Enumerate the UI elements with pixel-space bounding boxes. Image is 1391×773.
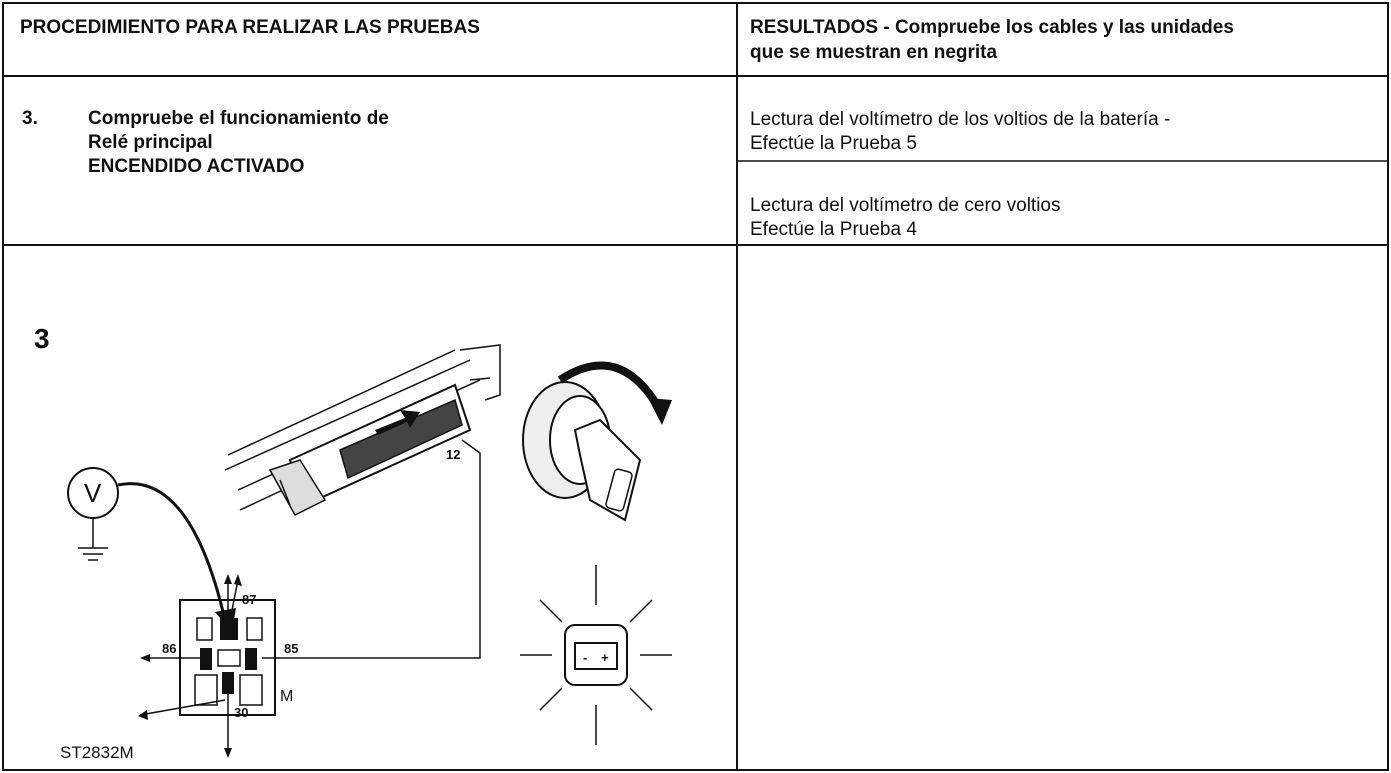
warning-lamp	[564, 624, 628, 686]
header-results: RESULTADOS - Compruebe los cables y las …	[750, 17, 1234, 38]
ground	[78, 518, 108, 561]
relay-terminal	[245, 648, 257, 670]
result-line: Efectúe la Prueba 5	[750, 133, 917, 154]
header-results: que se muestran en negrita	[750, 42, 998, 63]
relay-mark: M	[280, 688, 293, 705]
step-line: ENCENDIDO ACTIVADO	[88, 156, 304, 177]
illustration: 12 - + V 87 86 85 30 M	[67, 344, 672, 758]
battery-minus: -	[583, 650, 587, 665]
key	[573, 418, 642, 522]
battery-plus: +	[601, 650, 609, 665]
relay-socket	[194, 674, 218, 706]
result-line: Lectura del voltímetro de cero voltios	[750, 195, 1061, 216]
relay-socket	[196, 617, 213, 641]
relay-socket	[217, 649, 241, 667]
voltmeter-label: V	[84, 478, 102, 508]
relay-terminal	[222, 672, 234, 694]
step-line: Compruebe el funcionamiento de	[88, 108, 389, 129]
step-number: 3.	[22, 108, 38, 129]
connector-latch	[268, 459, 327, 516]
figure-number: 3	[34, 323, 50, 354]
header-procedure: PROCEDIMIENTO PARA REALIZAR LAS PRUEBAS	[20, 17, 480, 38]
key-slot	[605, 468, 633, 512]
turn-arrow-head	[648, 398, 672, 425]
turn-arrow	[557, 361, 664, 412]
relay-socket	[239, 674, 263, 706]
relay-socket	[246, 617, 263, 641]
ecu-bracket	[459, 344, 501, 401]
relay-pin-label: 86	[162, 641, 176, 656]
probe-lead	[117, 482, 227, 621]
relay-terminal	[200, 648, 212, 670]
relay-terminal	[220, 618, 238, 640]
pin-label: 12	[446, 447, 460, 462]
lamp-rays	[520, 565, 672, 745]
relay-wires	[139, 579, 239, 755]
arrow	[375, 410, 420, 435]
wire-12	[262, 439, 481, 659]
battery-symbol	[574, 642, 618, 670]
relay-pin-label: 30	[234, 705, 248, 720]
figure-code: ST2832M	[60, 743, 134, 762]
result-line: Efectúe la Prueba 4	[750, 219, 917, 240]
relay-pin-label: 85	[284, 641, 298, 656]
result-line: Lectura del voltímetro de los voltios de…	[750, 109, 1170, 130]
relay-pin-label: 87	[242, 592, 256, 607]
step-line: Relé principal	[88, 132, 213, 153]
